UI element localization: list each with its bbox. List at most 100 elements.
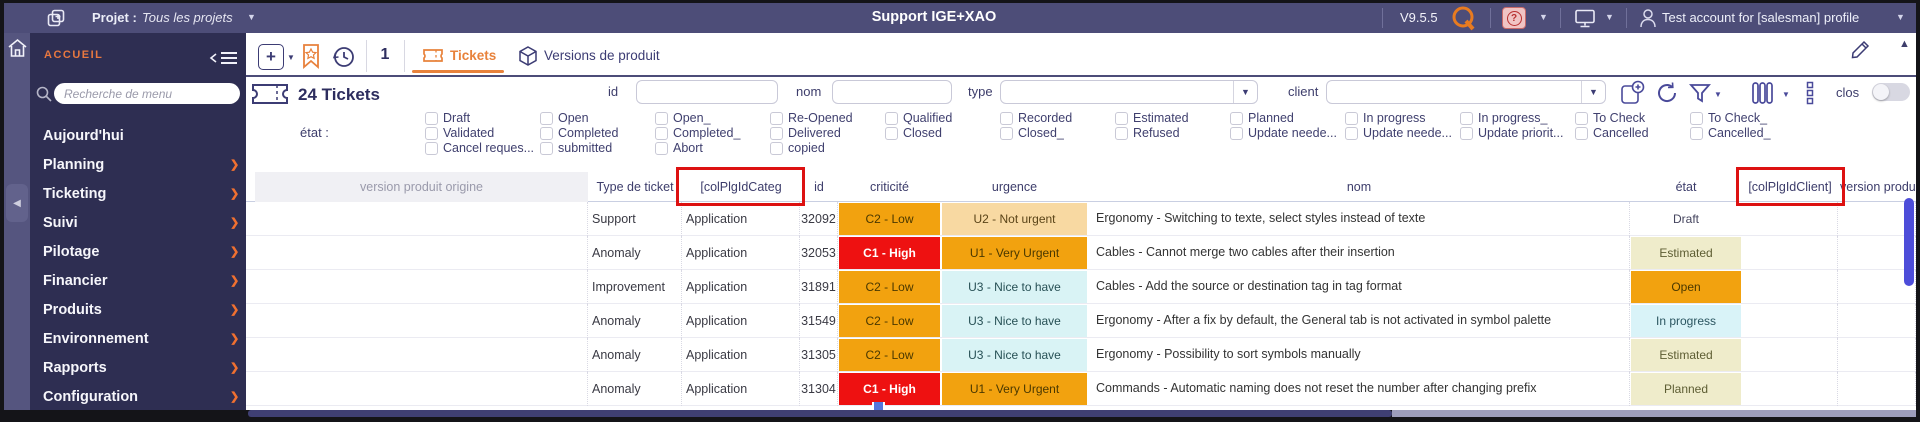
checkbox[interactable] xyxy=(540,111,553,125)
etat-checkbox-reopened[interactable]: Re-Opened xyxy=(770,111,853,125)
chevron-down-icon[interactable]: ▼ xyxy=(1581,81,1605,103)
account-dropdown-caret[interactable]: ▼ xyxy=(1896,12,1905,22)
help-dropdown-caret[interactable]: ▼ xyxy=(1539,12,1548,22)
checkbox[interactable] xyxy=(1115,111,1128,125)
table-row[interactable]: Support Application 32092 C2 - Low U2 - … xyxy=(246,202,1916,236)
table-row[interactable]: Anomaly Application 31549 C2 - Low U3 - … xyxy=(246,304,1916,338)
account-name[interactable]: Test account for [salesman] profile xyxy=(1662,10,1860,25)
col-header-id[interactable]: id xyxy=(814,180,824,194)
checkbox[interactable] xyxy=(540,126,553,140)
checkbox[interactable] xyxy=(1230,111,1243,125)
edit-pencil-icon[interactable] xyxy=(1848,38,1872,62)
checkbox[interactable] xyxy=(770,141,783,155)
sidebar-item-aujourdhui[interactable]: Aujourd'hui xyxy=(43,124,228,148)
project-value[interactable]: Tous les projets xyxy=(142,10,233,25)
type-filter-dropdown[interactable]: ▼ xyxy=(1000,80,1258,104)
sidebar-item-produits[interactable]: Produits xyxy=(43,298,228,322)
checkbox[interactable] xyxy=(885,126,898,140)
help-icon[interactable]: ? xyxy=(1502,7,1526,29)
etat-checkbox-inprogress[interactable]: In progress xyxy=(1345,111,1426,125)
export-add-icon[interactable] xyxy=(1620,80,1646,106)
checkbox[interactable] xyxy=(1230,126,1243,140)
etat-checkbox-tocheck[interactable]: To Check xyxy=(1575,111,1645,125)
checkbox[interactable] xyxy=(540,141,553,155)
etat-checkbox-cancelled2[interactable]: Cancelled_ xyxy=(1690,126,1771,140)
sidebar-item-rapports[interactable]: Rapports xyxy=(43,356,228,380)
sidebar-item-ticketing[interactable]: Ticketing xyxy=(43,182,228,206)
etat-checkbox-copied[interactable]: copied xyxy=(770,141,825,155)
checkbox[interactable] xyxy=(1575,126,1588,140)
checkbox[interactable] xyxy=(1690,111,1703,125)
checkbox[interactable] xyxy=(1460,111,1473,125)
sidebar-item-pilotage[interactable]: Pilotage xyxy=(43,240,228,264)
checkbox[interactable] xyxy=(425,141,438,155)
etat-checkbox-refused[interactable]: Refused xyxy=(1115,126,1180,140)
scroll-up-icon[interactable]: ▲ xyxy=(1899,38,1910,50)
columns-icon[interactable] xyxy=(1750,81,1776,105)
etat-checkbox-tocheck2[interactable]: To Check_ xyxy=(1690,111,1767,125)
sidebar-item-configuration[interactable]: Configuration xyxy=(43,385,228,409)
horizontal-scrollbar-track[interactable] xyxy=(1392,410,1916,417)
table-row[interactable]: Anomaly Application 32053 C1 - High U1 -… xyxy=(246,236,1916,270)
etat-checkbox-updateneeded2[interactable]: Update neede... xyxy=(1345,126,1452,140)
etat-checkbox-open2[interactable]: Open_ xyxy=(655,111,711,125)
checkbox[interactable] xyxy=(655,111,668,125)
col-header-criticite[interactable]: criticité xyxy=(870,180,909,194)
checkbox[interactable] xyxy=(1460,126,1473,140)
etat-checkbox-cancelrequested[interactable]: Cancel reques... xyxy=(425,141,534,155)
etat-checkbox-delivered[interactable]: Delivered xyxy=(770,126,841,140)
sidebar-item-environnement[interactable]: Environnement xyxy=(43,327,228,351)
checkbox[interactable] xyxy=(1575,111,1588,125)
etat-checkbox-recorded[interactable]: Recorded xyxy=(1000,111,1072,125)
col-header-version-origine[interactable]: version produit origine xyxy=(255,172,588,202)
checkbox[interactable] xyxy=(655,141,668,155)
add-button[interactable]: + xyxy=(258,44,284,70)
new-window-icon[interactable] xyxy=(46,8,66,28)
col-header-nom[interactable]: nom xyxy=(1346,180,1372,194)
display-icon[interactable] xyxy=(1574,8,1596,28)
etat-checkbox-closed2[interactable]: Closed_ xyxy=(1000,126,1064,140)
etat-checkbox-abort[interactable]: Abort xyxy=(655,141,703,155)
etat-checkbox-qualified[interactable]: Qualified xyxy=(885,111,952,125)
col-header-client[interactable]: [colPlgIdClient] xyxy=(1748,180,1832,194)
checkbox[interactable] xyxy=(655,126,668,140)
etat-checkbox-updateneeded[interactable]: Update neede... xyxy=(1230,126,1337,140)
checkbox[interactable] xyxy=(1345,111,1358,125)
checkbox[interactable] xyxy=(885,111,898,125)
col-header-etat[interactable]: état xyxy=(1675,180,1697,194)
checkbox[interactable] xyxy=(425,111,438,125)
refresh-icon[interactable] xyxy=(1654,80,1680,106)
sidebar-collapse-handle[interactable]: ◀ xyxy=(6,184,28,222)
display-dropdown-caret[interactable]: ▼ xyxy=(1605,12,1614,22)
col-header-version-cible[interactable]: version produit cible xyxy=(1840,180,1920,194)
more-options-icon[interactable] xyxy=(1806,81,1814,105)
sidebar-item-planning[interactable]: Planning xyxy=(43,153,228,177)
col-header-categ[interactable]: [colPlgIdCateg xyxy=(700,180,782,194)
etat-checkbox-validated[interactable]: Validated xyxy=(425,126,494,140)
etat-checkbox-inprogress2[interactable]: In progress_ xyxy=(1460,111,1547,125)
columns-dropdown-caret[interactable]: ▼ xyxy=(1782,90,1790,99)
menu-search-input[interactable] xyxy=(54,83,240,104)
etat-checkbox-submitted[interactable]: submitted xyxy=(540,141,612,155)
client-filter-dropdown[interactable]: ▼ xyxy=(1326,80,1606,104)
etat-checkbox-cancelled[interactable]: Cancelled xyxy=(1575,126,1649,140)
checkbox[interactable] xyxy=(1115,126,1128,140)
table-row[interactable]: Improvement Application 31891 C2 - Low U… xyxy=(246,270,1916,304)
favorites-icon[interactable] xyxy=(300,42,322,70)
filter-dropdown-caret[interactable]: ▼ xyxy=(1714,90,1722,99)
col-header-type[interactable]: Type de ticket xyxy=(596,180,674,194)
table-row[interactable]: Anomaly Application 31304 C1 - High U1 -… xyxy=(246,372,1916,406)
horizontal-scrollbar-thumb[interactable] xyxy=(248,410,1392,417)
etat-checkbox-estimated[interactable]: Estimated xyxy=(1115,111,1189,125)
tab-tickets[interactable]: Tickets xyxy=(450,48,497,63)
sidebar-item-financier[interactable]: Financier xyxy=(43,269,228,293)
checkbox[interactable] xyxy=(1000,126,1013,140)
vertical-scrollbar-thumb[interactable] xyxy=(1904,198,1914,286)
filter-funnel-icon[interactable] xyxy=(1688,81,1712,105)
home-icon[interactable] xyxy=(7,37,28,59)
checkbox[interactable] xyxy=(1345,126,1358,140)
sidebar-item-suivi[interactable]: Suivi xyxy=(43,211,228,235)
etat-checkbox-closed[interactable]: Closed xyxy=(885,126,942,140)
checkbox[interactable] xyxy=(1000,111,1013,125)
tab-versions-produit[interactable]: Versions de produit xyxy=(544,48,660,63)
